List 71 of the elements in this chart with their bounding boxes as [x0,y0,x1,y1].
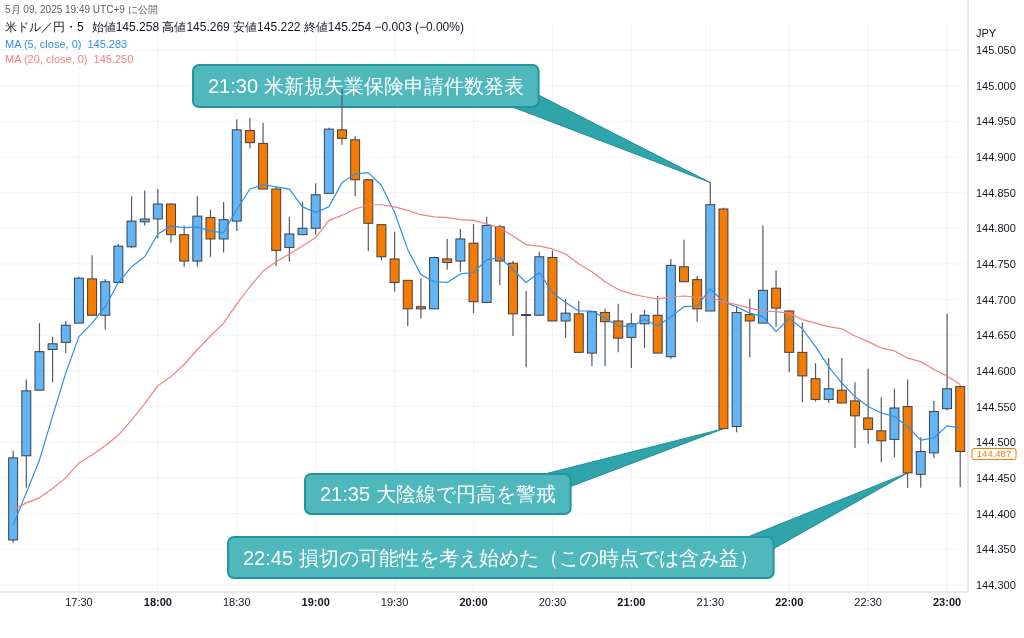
annotation: 145.250 [93,53,134,65]
y-tick-label: 144.750 [976,257,1016,270]
annotation: 144.487 [976,448,1012,460]
chart-title: 米ドル／円・5 [5,20,84,34]
candlestick [389,231,400,293]
y-tick-label: 144.450 [976,471,1016,484]
x-tick-label: 21:00 [617,596,646,608]
y-tick-label: 144.850 [976,186,1016,199]
y-tick-label: 145.000 [976,79,1016,92]
candlestick [205,209,216,258]
x-tick-label: 23:00 [932,596,962,608]
candlestick [823,357,834,404]
candlestick [284,216,295,263]
y-tick-label: 144.900 [976,150,1016,163]
y-tick-label: 145.050 [976,43,1016,56]
candlestick [442,238,453,271]
annotation: 22:45 損切の可能性を考え始めた（この時点では含み益） [243,546,759,569]
x-tick-label: 21:30 [696,596,725,608]
candlestick [810,362,821,403]
y-tick-label: 144.550 [976,400,1016,413]
candlestick [771,269,782,328]
candlestick [876,396,887,463]
candlestick [744,298,755,358]
candlestick [521,290,532,368]
annotation: 21:35 大陰線で円高を警戒 [320,483,556,505]
x-tick-label: 17:30 [65,596,93,608]
candlestick [850,381,860,449]
candlestick [560,298,571,339]
annotation: 145.283 [87,38,128,50]
x-tick-label: 20:30 [538,596,567,608]
candlestick [863,368,874,445]
candlestick [915,436,926,489]
y-tick-label: 144.800 [976,222,1016,235]
y-tick-label: 144.400 [976,507,1016,520]
candlestick [836,357,847,404]
candlestick [415,277,426,320]
candlestick [679,239,689,283]
text: MA (20, close, 0) [5,53,88,65]
text: 5月 09, 2025 19:49 UTC+9 に公開 [5,4,158,15]
candlestick [218,201,229,254]
y-tick-label: 144.350 [976,543,1016,556]
x-tick-label: 22:00 [775,596,804,608]
callout: 21:35 大陰線で円高を警戒 [304,428,724,515]
text: MA (5, close, 0) [5,38,82,50]
candlestick [613,303,624,353]
y-tick-label: 144.700 [976,293,1016,306]
x-tick-label: 19:30 [380,596,409,608]
candlestick [297,201,308,236]
candlestick [60,320,71,354]
candlestick [152,188,163,239]
candlestick [797,321,808,403]
y-tick-label: 144.650 [976,329,1016,342]
candlestick [942,313,953,411]
candlestick [47,336,58,383]
annotation: 21:30 米新規失業保険申請件数発表 [208,75,524,97]
candlestick [139,189,150,227]
y-tick-label: 144.950 [976,115,1016,128]
x-tick-label: 18:00 [143,596,172,608]
candlestick [244,117,255,149]
x-tick-label: 20:00 [459,596,488,608]
price-tag: 144.487 [971,448,1017,460]
x-tick-label: 19:00 [301,596,330,608]
candlestick [455,228,466,273]
x-tick-label: 22:30 [854,596,882,608]
annotation: 始値145.258 高値145.269 安値145.222 終値145.254 −0.003 (−0.00%) [91,20,464,34]
x-tick-label: 18:30 [223,596,251,608]
y-tick-label: 144.600 [976,364,1016,377]
candlestick [626,312,637,369]
y-axis-title: JPY [976,27,997,39]
y-tick-label: 144.300 [976,578,1016,591]
y-tick-label: 144.500 [976,436,1016,449]
